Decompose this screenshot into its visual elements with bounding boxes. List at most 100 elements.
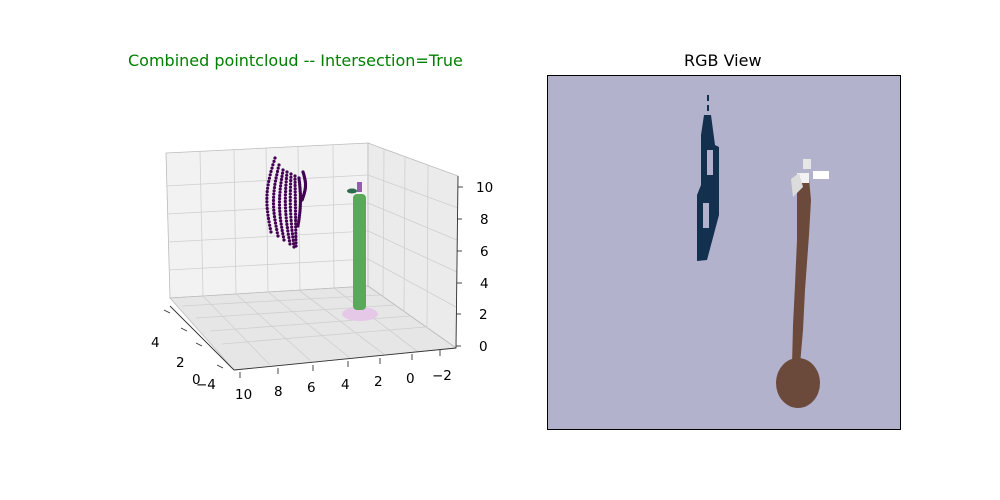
purple-point bbox=[289, 218, 293, 223]
purple-point bbox=[269, 169, 273, 174]
pointcloud-3d-plot: 4 2 0 −4 10 8 6 4 2 0 −2 0 2 4 6 8 bbox=[151, 142, 493, 403]
purple-point bbox=[294, 234, 298, 239]
z-tick-label: 6 bbox=[480, 244, 489, 260]
purple-point bbox=[289, 172, 293, 176]
purple-point bbox=[272, 189, 276, 193]
rgb-view-background bbox=[547, 75, 901, 430]
purple-point bbox=[279, 222, 283, 226]
purple-point bbox=[293, 206, 298, 210]
purple-point bbox=[284, 219, 289, 223]
purple-point bbox=[276, 234, 280, 238]
purple-point bbox=[279, 184, 283, 188]
purple-point bbox=[281, 168, 285, 172]
purple-point bbox=[278, 209, 282, 213]
base-disc-points bbox=[342, 307, 378, 321]
purple-point bbox=[288, 205, 292, 209]
purple-point bbox=[283, 193, 287, 197]
green-column-points bbox=[353, 194, 366, 310]
purple-point bbox=[293, 180, 297, 184]
purple-point bbox=[293, 196, 297, 200]
purple-point bbox=[293, 187, 297, 191]
purple-point bbox=[294, 244, 298, 248]
purple-point bbox=[275, 231, 279, 235]
purple-point bbox=[289, 175, 293, 179]
z-tick-label: 10 bbox=[476, 180, 493, 196]
purple-point bbox=[280, 228, 284, 233]
purple-point bbox=[288, 189, 292, 193]
purple-point bbox=[266, 183, 270, 187]
purple-point bbox=[272, 205, 276, 209]
purple-point bbox=[267, 220, 271, 224]
purple-point bbox=[288, 208, 293, 213]
purple-point bbox=[272, 186, 277, 190]
rusty-rod-object bbox=[776, 159, 829, 408]
purple-point bbox=[294, 241, 298, 245]
purple-point bbox=[291, 235, 295, 239]
y-tick-labels: 10 8 6 4 2 0 −2 bbox=[235, 368, 452, 403]
top-marker-green bbox=[347, 188, 357, 194]
purple-point bbox=[277, 200, 282, 204]
purple-point bbox=[283, 203, 287, 207]
purple-point bbox=[285, 222, 289, 226]
purple-point bbox=[272, 195, 276, 199]
z-tick-label: 4 bbox=[480, 276, 489, 292]
purple-point bbox=[267, 176, 271, 180]
purple-point bbox=[273, 221, 278, 225]
purple-point bbox=[284, 186, 288, 190]
purple-point bbox=[290, 225, 294, 229]
purple-point bbox=[271, 202, 276, 206]
rgb-view-image bbox=[547, 75, 901, 430]
purple-point bbox=[268, 227, 272, 231]
y-tick-label: 6 bbox=[307, 380, 316, 396]
purple-point bbox=[285, 226, 289, 230]
purple-point bbox=[287, 239, 291, 243]
purple-point bbox=[288, 202, 292, 206]
purple-point bbox=[265, 200, 269, 204]
purple-point bbox=[293, 193, 297, 197]
purple-point bbox=[265, 206, 269, 211]
purple-point bbox=[272, 215, 277, 219]
purple-point bbox=[272, 159, 276, 163]
purple-point bbox=[294, 215, 298, 219]
purple-point bbox=[279, 219, 283, 223]
purple-point bbox=[275, 169, 280, 174]
purple-point bbox=[278, 187, 282, 191]
z-tick-labels: 0 2 4 6 8 10 bbox=[476, 180, 493, 355]
axis-lines bbox=[169, 175, 459, 371]
left-plot-title: Combined pointcloud -- Intersection=True bbox=[128, 51, 463, 70]
purple-point bbox=[278, 197, 282, 201]
purple-point bbox=[266, 210, 270, 214]
purple-point bbox=[268, 223, 272, 227]
purple-point bbox=[294, 238, 298, 242]
purple-point bbox=[289, 179, 293, 183]
purple-point bbox=[292, 242, 296, 246]
purple-point bbox=[294, 222, 298, 226]
purple-point bbox=[268, 173, 272, 177]
purple-point bbox=[270, 166, 274, 170]
purple-point bbox=[278, 193, 282, 198]
z-tick-label: 8 bbox=[480, 212, 489, 228]
purple-point bbox=[277, 163, 281, 167]
purple-point bbox=[278, 212, 282, 217]
purple-point bbox=[283, 206, 288, 210]
purple-point bbox=[266, 216, 271, 221]
purple-point bbox=[288, 185, 293, 189]
purple-point bbox=[288, 192, 292, 196]
purple-point bbox=[265, 193, 269, 197]
x-tick-label: 4 bbox=[151, 335, 160, 351]
purple-point bbox=[294, 228, 298, 232]
purple-point bbox=[293, 174, 297, 178]
purple-point bbox=[289, 182, 293, 186]
y-tick-label: 0 bbox=[406, 371, 415, 387]
purple-point bbox=[273, 182, 277, 186]
purple-point bbox=[274, 176, 278, 180]
purple-point bbox=[290, 232, 294, 236]
purple-point bbox=[289, 212, 293, 216]
purple-point bbox=[293, 203, 297, 207]
purple-point bbox=[280, 174, 284, 178]
purple-point bbox=[265, 196, 269, 200]
purple-point bbox=[284, 209, 288, 213]
tick-marks bbox=[163, 186, 463, 378]
y-tick-label: 2 bbox=[374, 374, 383, 390]
